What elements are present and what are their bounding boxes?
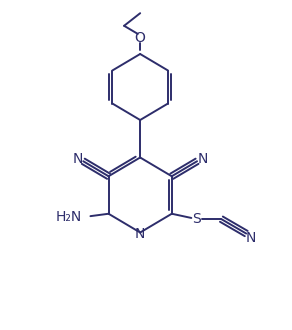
Text: N: N [73,152,83,166]
Text: N: N [197,152,208,166]
Text: O: O [135,31,146,46]
Text: N: N [135,227,145,241]
Text: S: S [192,212,201,226]
Text: H₂N: H₂N [56,210,82,224]
Text: N: N [245,231,256,245]
